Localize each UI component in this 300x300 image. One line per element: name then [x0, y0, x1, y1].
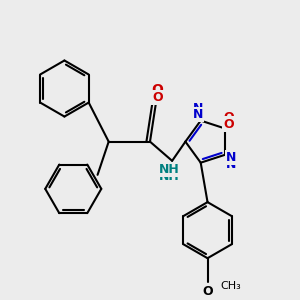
Text: O: O: [152, 83, 163, 98]
Text: N: N: [226, 151, 236, 164]
Text: O: O: [223, 118, 234, 131]
Text: O: O: [152, 91, 163, 104]
Text: O: O: [202, 285, 213, 298]
Text: O: O: [223, 111, 234, 124]
Text: N: N: [226, 158, 236, 171]
Text: NH: NH: [159, 163, 180, 176]
Text: N: N: [193, 102, 203, 115]
Text: N: N: [193, 108, 203, 121]
Text: CH₃: CH₃: [221, 281, 242, 291]
Text: NH: NH: [159, 170, 180, 183]
